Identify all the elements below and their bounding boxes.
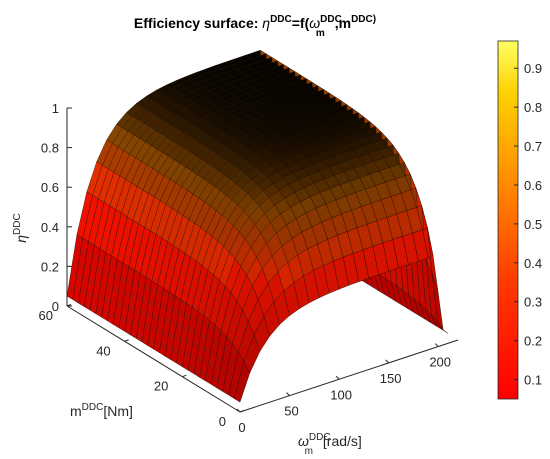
colorbar-tick-label: 0.4 (524, 256, 542, 271)
z-tick-label: 0.8 (41, 141, 59, 156)
x-tick-mark (236, 408, 241, 413)
colorbar-tick-label: 0.8 (524, 100, 542, 115)
x-tick-mark (335, 375, 340, 380)
x-tick-label: 50 (284, 404, 298, 419)
z-tick-label: 0.4 (41, 220, 59, 235)
colorbar-tick-label: 0.2 (524, 334, 542, 349)
x-axis-line (239, 339, 459, 413)
y-axis-line (66, 305, 241, 413)
y-tick-label: 40 (96, 343, 110, 358)
z-tick-label: 1 (52, 101, 59, 116)
y-axis-ticks: 0 20 40 60 (39, 304, 245, 429)
chart-title: Efficiency surface: ηDDC=f(ωDDC m,mDDC) (134, 14, 376, 39)
y-tick-mark (239, 410, 245, 413)
colorbar-tick-label: 0.6 (524, 178, 542, 193)
z-tick-label: 0.2 (41, 259, 59, 274)
colorbar-ticks: 0.1 0.2 0.3 0.4 0.5 0.6 0.7 0.8 0.9 (514, 61, 542, 388)
z-axis-ticks: 0 0.2 0.4 0.6 0.8 1 (41, 101, 72, 314)
y-tick-label: 60 (39, 308, 53, 323)
x-axis-ticks: 0 50 100 150 200 (236, 343, 451, 435)
axes-frame (66, 108, 459, 413)
y-tick-mark (66, 304, 72, 307)
z-axis-label: ηDDC (12, 213, 29, 242)
colorbar-tick-label: 0.7 (524, 139, 542, 154)
z-tick-label: 0.6 (41, 180, 59, 195)
y-tick-label: 0 (219, 414, 226, 429)
x-tick-mark (434, 343, 439, 347)
surface-patch (437, 321, 449, 334)
y-axis-label: mDDC[Nm] (70, 402, 133, 419)
colorbar-tick-label: 0.3 (524, 295, 542, 310)
x-tick-mark (385, 359, 389, 364)
x-tick-mark (286, 392, 290, 396)
x-axis-label: ωDDC m[rad/s] (298, 432, 362, 457)
x-tick-label: 200 (429, 355, 451, 370)
colorbar-tick-label: 0.9 (524, 61, 542, 76)
x-tick-label: 100 (330, 387, 352, 402)
y-tick-label: 20 (154, 379, 168, 394)
colorbar (497, 40, 519, 400)
z-tick-label: 0 (52, 299, 59, 314)
colorbar-tick-label: 0.5 (524, 217, 542, 232)
efficiency-surface (66, 49, 449, 403)
y-tick-mark (182, 374, 187, 378)
x-tick-label: 150 (380, 371, 402, 386)
colorbar-tick-label: 0.1 (524, 373, 542, 388)
x-tick-label: 0 (238, 420, 245, 435)
y-tick-mark (124, 339, 129, 342)
